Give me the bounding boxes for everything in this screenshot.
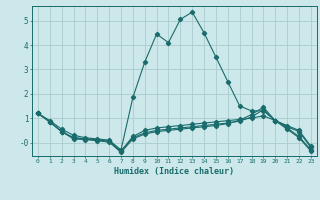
X-axis label: Humidex (Indice chaleur): Humidex (Indice chaleur) [115, 167, 234, 176]
